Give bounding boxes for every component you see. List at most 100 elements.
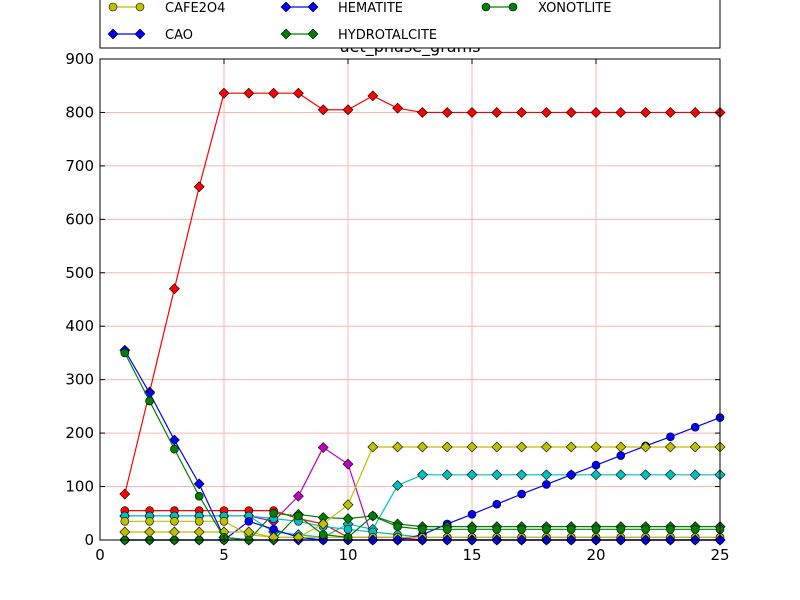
data-point [640,107,652,118]
data-point [517,525,526,534]
data-point [243,87,255,99]
data-point [342,104,354,116]
data-point [542,480,551,489]
data-point [194,491,204,501]
plot-area [119,87,726,546]
legend-marker [307,1,319,13]
data-point [689,469,701,481]
data-point [591,460,601,470]
data-point [690,422,700,432]
data-point [516,441,528,453]
data-point [442,525,452,534]
y-tick-label: 0 [84,531,94,549]
data-point [590,107,602,118]
data-point [120,348,130,358]
data-point [342,458,354,470]
data-point [392,102,404,114]
data-point [616,525,626,534]
data-point [492,525,502,534]
legend-marker [135,2,145,12]
data-point [615,441,627,453]
data-point [145,396,154,406]
data-point [368,511,378,521]
data-point [467,525,477,534]
data-point [292,87,304,99]
data-point [269,508,278,518]
data-point [516,107,528,118]
x-tick-label: 20 [586,546,605,564]
data-point [119,488,131,500]
y-tick-label: 900 [65,50,94,68]
legend-marker [307,28,319,40]
data-point [168,526,180,538]
data-point [565,441,577,453]
data-point [441,441,453,453]
data-point [565,107,577,118]
data-point [542,525,551,534]
legend-marker [134,28,146,40]
data-point [666,525,675,534]
legend-marker [108,2,118,12]
data-point [318,530,328,539]
data-point [392,480,404,491]
legend-marker [280,28,292,40]
data-point [492,499,502,509]
legend-marker [280,1,292,13]
data-point [144,526,156,538]
data-point [540,441,552,453]
data-point [170,516,179,526]
data-point [641,525,650,534]
y-tick-label: 300 [65,371,94,389]
data-point [342,499,354,511]
data-point [491,441,503,453]
data-point [467,510,477,519]
data-point [615,469,627,481]
data-point [566,525,576,534]
plot-frame [99,58,721,541]
data-point [416,107,428,118]
data-point [689,441,701,453]
data-point [416,469,428,481]
data-point [145,516,154,526]
y-tick-label: 500 [65,264,94,282]
data-point [120,516,130,526]
legend: CAFE2O4 HEMATITE XONOTLITE CAO HYDROTALCITE [99,0,721,49]
data-point [689,107,701,118]
x-tick-label: 10 [338,546,357,564]
data-point [268,87,280,99]
data-point [170,444,179,454]
legend-label: XONOTLITE [538,1,611,16]
legend-label: CAO [165,28,193,43]
data-point [491,469,503,481]
series-10 [119,441,726,543]
data-point [441,107,453,118]
legend-label: HYDROTALCITE [338,28,437,43]
data-point [616,451,626,460]
y-tick-label: 400 [65,317,94,335]
x-tick-label: 5 [219,546,229,564]
y-axis: 0 100 200 300 400 500 600 700 800 900 [65,50,720,549]
y-tick-label: 100 [65,478,94,496]
y-tick-label: 700 [65,157,94,175]
data-point [343,525,353,534]
data-point [491,107,503,118]
data-point [690,525,700,534]
data-point [292,490,304,502]
data-point [317,518,329,530]
data-point [640,469,652,481]
data-point [466,469,478,481]
legend-marker [107,28,119,40]
data-point [540,107,552,118]
grid-lines [99,58,721,541]
x-tick-label: 25 [710,546,729,564]
series-0 [119,87,726,500]
data-point [540,469,552,481]
data-point [590,469,602,481]
x-tick-label: 0 [95,546,105,564]
data-point [367,90,379,102]
data-point [640,441,652,453]
data-point [516,469,528,481]
data-point [590,441,602,453]
data-point [244,516,254,526]
